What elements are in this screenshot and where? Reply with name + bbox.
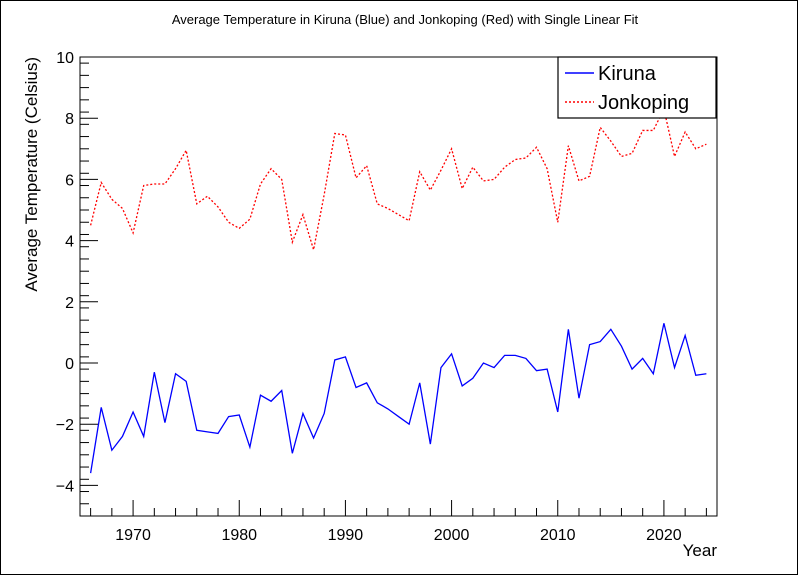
x-tick-label: 1990 <box>328 527 364 544</box>
series-layer <box>89 107 707 474</box>
x-tick-label: 2000 <box>434 527 470 544</box>
x-axis: 1970 1980 1990 2000 2010 2020 <box>90 500 707 544</box>
y-tick-label: 0 <box>65 356 74 373</box>
x-tick-label: 1980 <box>221 527 257 544</box>
y-tick-label: 4 <box>65 234 74 251</box>
y-axis-label: Average Temperature (Celsius) <box>22 57 41 292</box>
legend-label-jonkoping: Jonkoping <box>598 92 689 114</box>
x-tick-label: 1970 <box>115 527 151 544</box>
plot-frame <box>79 56 718 517</box>
y-tick-label: −4 <box>56 478 74 495</box>
series-line-jonkoping <box>89 107 707 250</box>
legend-label-kiruna: Kiruna <box>598 63 657 85</box>
series-line-kiruna <box>89 323 707 474</box>
y-axis: −4 −2 0 2 4 6 8 10 <box>56 50 98 517</box>
legend: Kiruna Jonkoping <box>557 56 717 119</box>
y-tick-label: 8 <box>65 111 74 128</box>
x-tick-label: 2010 <box>540 527 576 544</box>
x-tick-label: 2020 <box>646 527 682 544</box>
y-tick-label: 10 <box>56 50 74 67</box>
x-axis-label: Year <box>683 541 718 560</box>
y-tick-label: −2 <box>56 417 74 434</box>
y-tick-label: 2 <box>65 295 74 312</box>
chart-title: Average Temperature in Kiruna (Blue) and… <box>172 12 639 27</box>
y-tick-label: 6 <box>65 172 74 189</box>
legend-box <box>557 56 717 119</box>
